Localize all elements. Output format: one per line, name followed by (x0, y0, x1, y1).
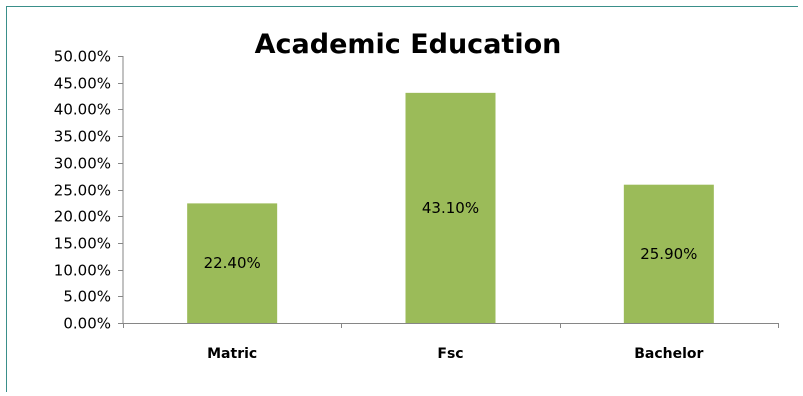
y-tick-label: 40.00% (54, 101, 111, 119)
y-tick-label: 50.00% (54, 48, 111, 66)
category-labels: Matric Fsc Bachelor (207, 346, 703, 362)
bars (187, 92, 714, 323)
data-label: 43.10% (422, 199, 479, 217)
y-tick-label: 35.00% (54, 128, 111, 146)
bar-fsc (405, 92, 496, 323)
x-tick-label: Matric (207, 346, 257, 362)
y-tick-label: 15.00% (54, 235, 111, 253)
bar-bachelor (623, 184, 714, 323)
x-tick-label: Bachelor (634, 346, 703, 362)
y-tick-label: 5.00% (63, 288, 111, 306)
y-tick-label: 10.00% (54, 262, 111, 280)
y-tick-label: 25.00% (54, 182, 111, 200)
bar-matric (187, 203, 278, 323)
x-axis (123, 323, 779, 328)
chart-frame (6, 6, 798, 392)
y-tick-label: 20.00% (54, 208, 111, 226)
chart-title: Academic Education (255, 29, 562, 60)
y-tick-label: 0.00% (63, 315, 111, 333)
y-axis: 0.00% 5.00% 10.00% 15.00% 20.00% 25.00% 30.00%… (54, 48, 124, 333)
y-tick-label: 30.00% (54, 155, 111, 173)
data-label: 25.90% (640, 245, 697, 263)
data-label: 22.40% (204, 254, 261, 272)
data-labels: 22.40% 43.10% 25.90% (204, 199, 698, 272)
y-tick-label: 45.00% (54, 75, 111, 93)
x-tick-label: Fsc (437, 346, 463, 362)
